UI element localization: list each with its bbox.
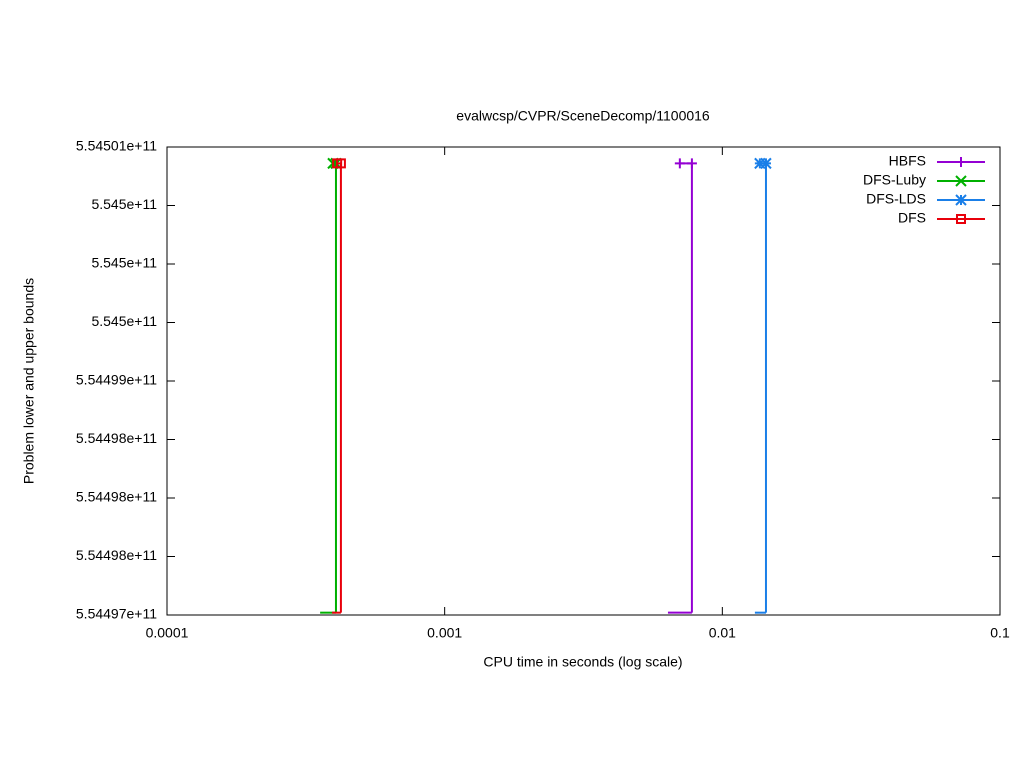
marker	[956, 157, 966, 167]
x-axis-label: CPU time in seconds (log scale)	[483, 654, 682, 670]
legend-label: DFS-LDS	[866, 191, 926, 207]
y-tick-label: 5.545e+11	[91, 255, 157, 271]
x-tick-label: 0.01	[709, 625, 736, 641]
marker	[686, 158, 697, 169]
y-axis-label: Problem lower and upper bounds	[21, 278, 37, 484]
y-tick-label: 5.54498e+11	[76, 489, 157, 505]
marker	[674, 158, 685, 169]
y-tick-label: 5.54498e+11	[76, 547, 157, 563]
marker	[754, 157, 766, 170]
x-tick-label: 0.0001	[146, 625, 189, 641]
marker	[760, 157, 772, 170]
y-tick-label: 5.54498e+11	[76, 430, 157, 446]
marker	[955, 175, 967, 187]
plot-border	[166, 146, 1001, 616]
x-tick-label: 0.001	[427, 625, 462, 641]
y-tick-label: 5.54497e+11	[76, 606, 157, 622]
marker	[956, 214, 966, 224]
y-tick-label: 5.54501e+11	[76, 138, 157, 154]
y-tick-label: 5.545e+11	[91, 313, 157, 329]
marker	[335, 158, 346, 169]
x-tick-label: 0.1	[990, 625, 1010, 641]
legend-label: DFS-Luby	[863, 172, 926, 188]
legend-label: HBFS	[889, 153, 926, 169]
y-tick-label: 5.54499e+11	[76, 372, 157, 388]
legend-label: DFS	[898, 210, 926, 226]
chart-title: evalwcsp/CVPR/SceneDecomp/1100016	[456, 108, 710, 124]
marker	[955, 194, 967, 206]
y-tick-label: 5.545e+11	[91, 196, 157, 212]
